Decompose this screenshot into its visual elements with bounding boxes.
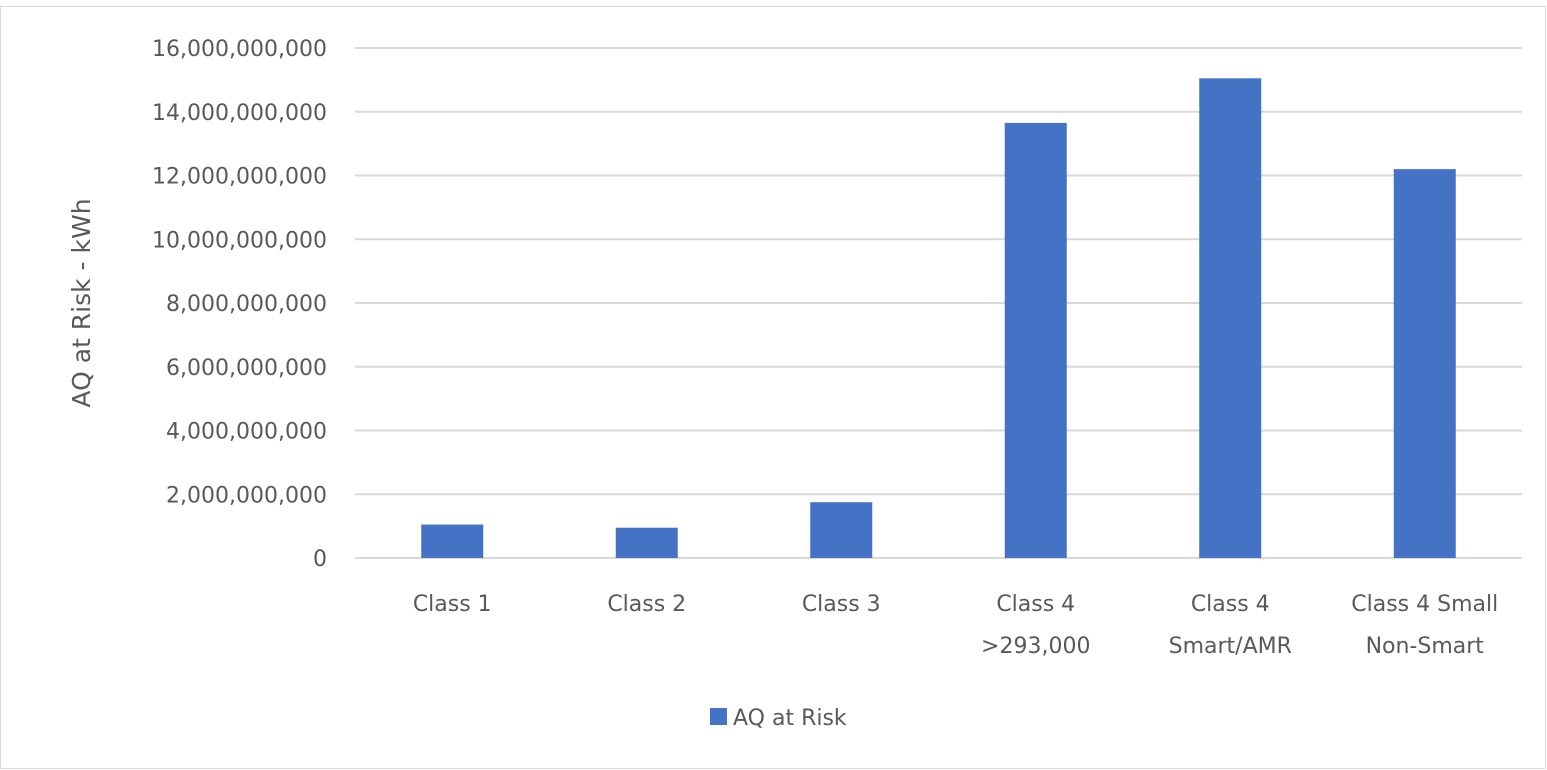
x-tick-label: Class 4: [1191, 592, 1270, 617]
y-axis-title: AQ at Risk - kWh: [67, 198, 96, 407]
y-axis-tick-labels: 0 2,000,000,000 4,000,000,000 6,000,000,000…: [152, 37, 327, 572]
legend: AQ at Risk: [710, 706, 847, 731]
y-tick-label: 16,000,000,000: [152, 37, 327, 62]
bars: [421, 78, 1456, 558]
y-tick-label: 8,000,000,000: [166, 292, 327, 317]
x-tick-label: Class 4 Small: [1351, 592, 1498, 617]
y-tick-label: 0: [313, 547, 327, 572]
x-tick-label: Class 2: [607, 592, 686, 617]
legend-swatch: [710, 708, 727, 725]
y-tick-label: 2,000,000,000: [166, 483, 327, 508]
x-tick-label: Non-Smart: [1366, 634, 1485, 659]
bar: [1004, 122, 1067, 558]
y-tick-label: 14,000,000,000: [152, 101, 327, 126]
y-tick-label: 4,000,000,000: [166, 420, 327, 445]
bar: [1393, 169, 1456, 558]
y-tick-label: 10,000,000,000: [152, 228, 327, 253]
x-tick-label: Class 3: [802, 592, 881, 617]
chart-frame: [0, 6, 1546, 769]
legend-label: AQ at Risk: [733, 706, 847, 731]
y-tick-label: 12,000,000,000: [152, 165, 327, 190]
bar: [615, 527, 678, 558]
gridlines: [355, 47, 1522, 559]
bar: [810, 502, 873, 558]
x-tick-label: Smart/AMR: [1169, 634, 1292, 659]
x-axis-tick-labels: Class 1 Class 2 Class 3 Class 4 >293,000 Clas…: [413, 592, 1498, 659]
y-tick-label: 6,000,000,000: [166, 356, 327, 381]
bar: [421, 524, 484, 558]
bar: [1199, 78, 1262, 558]
x-tick-label: Class 4: [996, 592, 1075, 617]
x-tick-label: Class 1: [413, 592, 492, 617]
x-tick-label: >293,000: [981, 634, 1090, 659]
